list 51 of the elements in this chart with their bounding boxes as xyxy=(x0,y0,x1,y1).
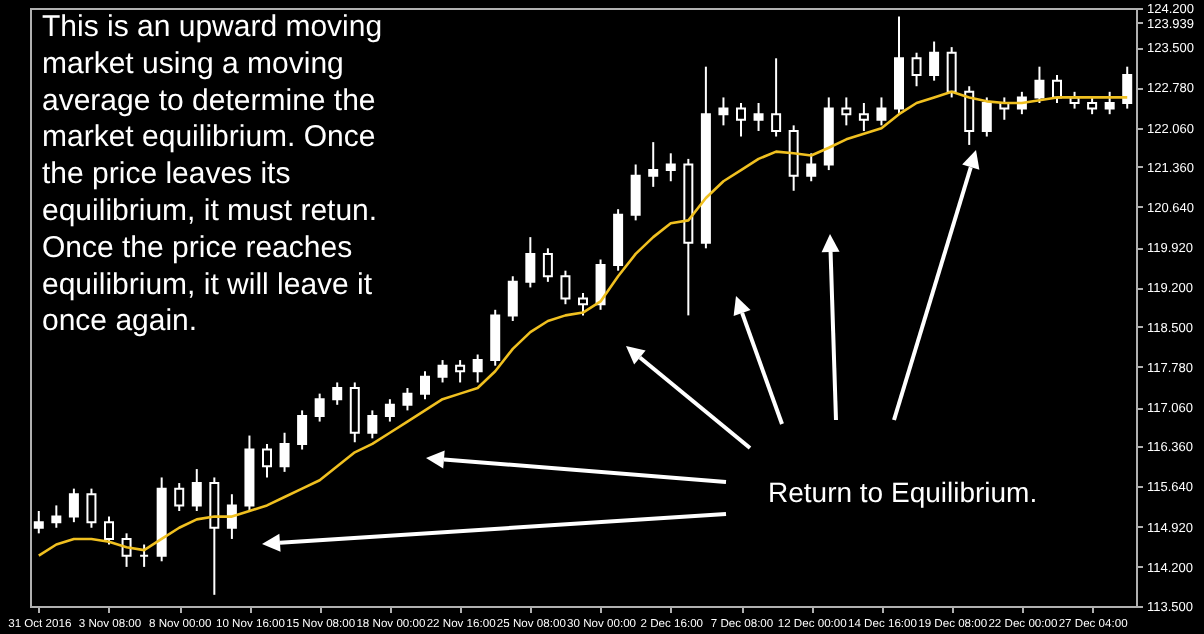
candlestick xyxy=(1122,65,1133,110)
candlestick xyxy=(472,353,483,384)
candlestick xyxy=(314,392,325,423)
candlestick xyxy=(68,487,79,524)
candlestick xyxy=(33,509,44,535)
candlestick xyxy=(876,96,887,127)
candlestick xyxy=(665,152,676,183)
candlestick xyxy=(858,102,869,132)
candlestick xyxy=(262,442,272,479)
candlestick xyxy=(542,247,553,283)
candlestick xyxy=(332,381,343,406)
candlestick xyxy=(788,124,799,192)
candlestick xyxy=(648,141,659,188)
candlestick xyxy=(911,51,922,88)
candlestick xyxy=(51,504,62,529)
candlestick xyxy=(736,102,746,138)
candlestick xyxy=(490,308,501,367)
candlestick xyxy=(525,236,536,289)
candlestick xyxy=(279,431,290,473)
candlestick xyxy=(946,46,957,99)
candlestick xyxy=(209,476,220,596)
candlestick xyxy=(753,102,764,132)
candlestick xyxy=(771,57,782,138)
candlestick xyxy=(437,359,448,384)
candlestick xyxy=(560,269,571,306)
candlestick xyxy=(806,152,817,183)
candlestick xyxy=(507,275,518,322)
candlestick xyxy=(964,85,975,146)
candlestick xyxy=(630,163,641,222)
candlestick xyxy=(104,515,114,546)
candlestick xyxy=(1104,90,1115,116)
candlestick xyxy=(86,487,97,529)
candlestick xyxy=(981,96,992,138)
candlestick xyxy=(1034,65,1045,105)
candlestick xyxy=(455,359,466,384)
candlestick xyxy=(226,493,237,540)
candlestick xyxy=(929,40,940,82)
candlestick xyxy=(578,292,588,317)
candlestick xyxy=(841,96,852,127)
candlestick xyxy=(174,482,185,512)
annotation: Return to Equilibrium. xyxy=(768,476,1038,508)
candlestick xyxy=(384,398,395,423)
candlestick xyxy=(595,258,606,311)
text: This is an upward moving market using a moving average to determine the market equilibrium. Once the price leaves its equilibrium, it must retun. Once the price reaches equilibrium, it will leave it once again. xyxy=(42,10,383,339)
candlestick xyxy=(420,370,430,401)
candlestick xyxy=(191,468,202,512)
candlestick xyxy=(297,409,308,451)
candlestick xyxy=(402,387,413,412)
candlestick xyxy=(718,96,729,127)
candlestick xyxy=(367,409,378,440)
candlestick xyxy=(349,381,360,444)
